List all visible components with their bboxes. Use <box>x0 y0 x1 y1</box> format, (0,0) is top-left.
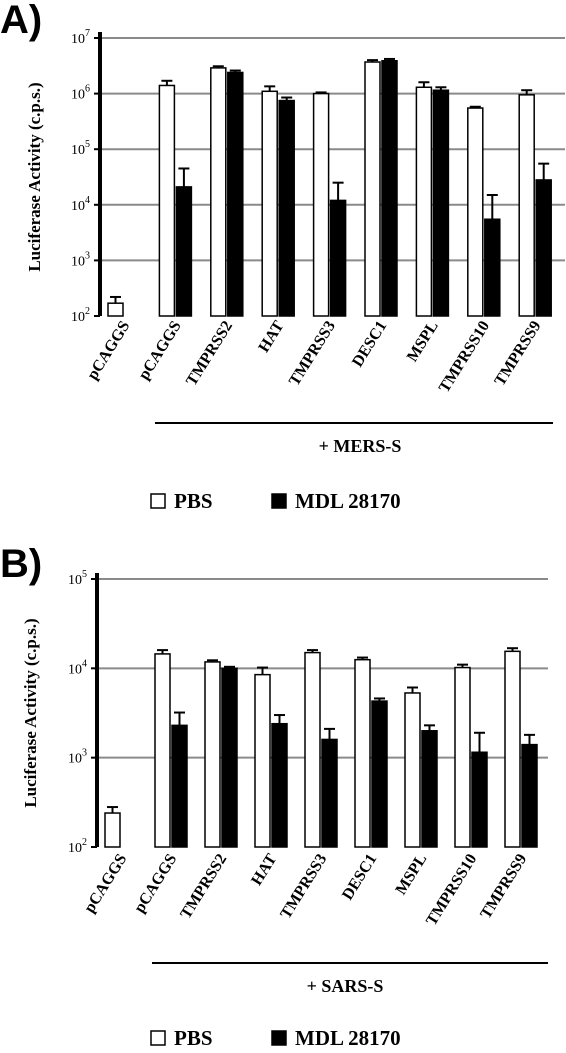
category-label: HAT <box>255 318 287 356</box>
category-label: TMPRSS9 <box>492 318 545 389</box>
bar-mdl <box>421 730 438 848</box>
legend-label: PBS <box>174 489 213 513</box>
category-label: pCAGGS <box>84 318 133 383</box>
legend-swatch-mdl <box>271 493 287 509</box>
category-label: TMPRSS9 <box>477 851 530 922</box>
legend-label: MDL 28170 <box>295 489 401 513</box>
category-label: DESC1 <box>349 318 390 370</box>
bar-mdl <box>329 199 347 317</box>
bar-mdl <box>175 186 193 317</box>
group-annotation: + SARS-S <box>307 976 384 996</box>
category-label: DESC1 <box>339 851 380 903</box>
bar-pbs <box>415 86 433 317</box>
bar-pbs <box>104 812 121 848</box>
y-axis-label: Luciferase Activity (c.p.s.) <box>25 82 44 271</box>
bar-mdl <box>521 743 538 848</box>
bar-mdl <box>484 218 501 317</box>
bar-pbs <box>158 84 176 317</box>
bar-mdl <box>321 738 338 848</box>
group-annotation: + MERS-S <box>319 436 402 456</box>
bar-pbs <box>404 692 421 848</box>
y-tick-label: 107 <box>71 28 90 47</box>
bar-pbs <box>210 67 227 317</box>
legend-swatch-pbs <box>150 1030 166 1046</box>
category-label: TMPRSS2 <box>177 851 230 922</box>
bar-mdl <box>171 724 188 848</box>
bar-pbs <box>518 94 535 317</box>
bar-pbs <box>304 651 321 848</box>
y-tick-label: 105 <box>71 139 90 158</box>
category-label: pCAGGS <box>81 851 130 916</box>
bar-pbs <box>354 658 371 848</box>
y-tick-label: 104 <box>71 195 90 214</box>
bar-pbs <box>204 661 221 848</box>
panel-b: B) 102 103 104 105 Luciferase Activity (c.p.… <box>0 542 548 1050</box>
category-label: TMPRSS10 <box>423 851 480 929</box>
bar-mdl <box>471 751 488 848</box>
bar-mdl <box>535 179 552 317</box>
y-tick-label: 103 <box>71 250 90 269</box>
category-label: MSPL <box>392 851 430 898</box>
bar-pbs <box>364 61 381 317</box>
bar-pbs <box>154 653 171 848</box>
y-tick-label: 102 <box>68 837 87 856</box>
bar-mdl <box>227 71 244 317</box>
legend-swatch-mdl <box>271 1030 287 1046</box>
category-label: TMPRSS10 <box>436 318 493 396</box>
legend-label: MDL 28170 <box>295 1026 401 1050</box>
panel-label: B) <box>0 542 42 586</box>
bar-pbs <box>107 302 124 317</box>
category-label: pCAGGS <box>136 318 185 383</box>
category-label: TMPRSS3 <box>286 318 339 389</box>
bar-pbs <box>261 90 278 317</box>
bar-pbs <box>504 650 521 848</box>
legend-label: PBS <box>174 1026 213 1050</box>
bar-mdl <box>381 59 398 317</box>
bar-mdl <box>371 700 388 848</box>
category-label: MSPL <box>404 318 442 365</box>
y-tick-label: 103 <box>68 748 87 767</box>
y-tick-label: 104 <box>68 658 87 677</box>
category-label: TMPRSS3 <box>277 851 330 922</box>
bar-mdl <box>271 722 288 848</box>
y-tick-label: 106 <box>71 84 90 103</box>
bar-pbs <box>454 666 471 848</box>
bar-mdl <box>221 667 238 848</box>
bar-pbs <box>467 107 484 317</box>
category-label: HAT <box>248 851 280 889</box>
category-label: TMPRSS2 <box>183 318 236 389</box>
y-axis-label: Luciferase Activity (c.p.s.) <box>21 618 40 807</box>
bar-mdl <box>278 99 295 317</box>
bar-pbs <box>254 673 271 848</box>
bar-mdl <box>432 89 450 317</box>
panel-a: A) 102 103 104 105 106 107 Luciferase Activity… <box>0 0 565 513</box>
panel-label: A) <box>0 0 42 42</box>
y-tick-label: 105 <box>68 569 87 588</box>
y-tick-label: 102 <box>71 306 90 325</box>
legend-swatch-pbs <box>150 493 166 509</box>
bar-pbs <box>312 92 330 317</box>
category-label: pCAGGS <box>131 851 180 916</box>
